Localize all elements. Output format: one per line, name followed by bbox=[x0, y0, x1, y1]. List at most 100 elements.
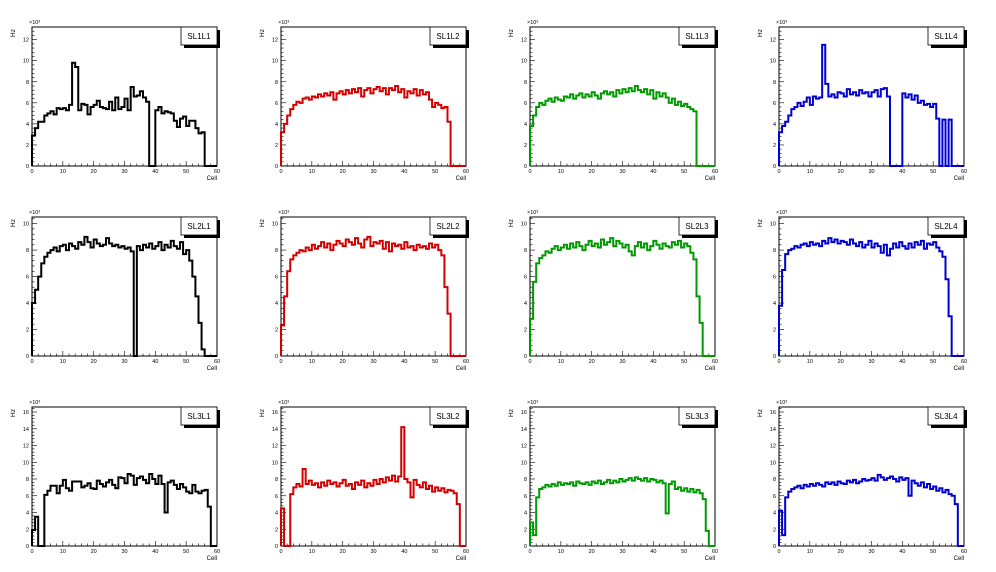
histogram-bin bbox=[613, 97, 616, 167]
histogram-title: SL2L1 bbox=[187, 222, 211, 231]
histogram-bin bbox=[595, 243, 598, 356]
histogram-bin bbox=[791, 109, 794, 166]
x-tick-label: 60 bbox=[214, 169, 220, 175]
histogram-bin bbox=[121, 478, 124, 546]
histogram-bin bbox=[949, 316, 952, 356]
y-tick-label: 2 bbox=[773, 527, 776, 533]
x-tick-label: 10 bbox=[60, 549, 66, 555]
histogram-bin bbox=[641, 481, 644, 546]
x-axis-label: Cell bbox=[954, 556, 964, 562]
histogram-bin bbox=[131, 251, 134, 356]
histogram-bin bbox=[875, 243, 878, 356]
histogram-bin bbox=[847, 245, 850, 356]
y-axis-label: Hz bbox=[757, 219, 764, 227]
plot-frame bbox=[529, 26, 716, 167]
y-tick-label: 0 bbox=[26, 354, 29, 360]
histogram-pad-sl3l2: 0 10 20 30 40 50 60 0 2 4 6 8 10 12 14 16×10³ Hz Cell SL3L… bbox=[259, 400, 469, 562]
histogram-bin bbox=[579, 483, 582, 546]
histogram-bin bbox=[202, 491, 205, 546]
x-tick-label: 10 bbox=[60, 359, 66, 365]
histogram-pad-sl1l4: 0 10 20 30 40 50 60 0 2 4 6 8 10 12 ×10³ Hz Cell SL1L4 bbox=[757, 20, 967, 182]
histogram-bin bbox=[878, 475, 881, 546]
histogram-bin bbox=[88, 483, 91, 546]
histogram-bin bbox=[561, 247, 564, 356]
y-tick-label: 4 bbox=[26, 122, 29, 128]
y-tick-label: 8 bbox=[26, 80, 29, 86]
histogram-bin bbox=[199, 493, 202, 546]
y-tick-label: 4 bbox=[524, 511, 527, 517]
x-tick-label: 10 bbox=[807, 359, 813, 365]
x-tick-label: 10 bbox=[558, 549, 564, 555]
histogram-bin bbox=[592, 482, 595, 546]
y-tick-label: 8 bbox=[524, 80, 527, 86]
histogram-bin bbox=[44, 115, 47, 166]
histogram-bin bbox=[536, 497, 539, 546]
y-tick-label: 2 bbox=[275, 328, 278, 334]
x-tick-label: 40 bbox=[650, 359, 656, 365]
histogram-bin bbox=[899, 477, 902, 546]
histogram-bin bbox=[340, 243, 343, 356]
y-tick-label: 16 bbox=[521, 410, 527, 416]
histogram-bin bbox=[192, 121, 195, 166]
histogram-bin bbox=[435, 245, 438, 356]
histogram-bin bbox=[847, 89, 850, 166]
x-tick-label: 10 bbox=[60, 169, 66, 175]
histogram-bin bbox=[810, 105, 813, 166]
y-tick-label: 4 bbox=[275, 122, 278, 128]
histogram-bin bbox=[340, 91, 343, 166]
histogram-bin bbox=[669, 247, 672, 356]
histogram-bin bbox=[595, 483, 598, 546]
histogram-bin bbox=[782, 535, 785, 546]
histogram-bin bbox=[411, 497, 414, 546]
histogram-bin bbox=[349, 93, 352, 166]
histogram-bin bbox=[152, 249, 155, 356]
histogram-bin bbox=[438, 250, 441, 356]
histogram-bin bbox=[290, 259, 293, 356]
histogram-bin bbox=[592, 92, 595, 166]
histogram-bin bbox=[552, 102, 555, 166]
histogram-bin bbox=[63, 245, 66, 356]
histogram-bin bbox=[905, 98, 908, 166]
histogram-bin bbox=[878, 246, 881, 356]
histogram-bin bbox=[582, 484, 585, 546]
y-multiplier-label: ×10³ bbox=[776, 400, 787, 406]
histogram-bin bbox=[398, 245, 401, 356]
histogram-bin bbox=[192, 485, 195, 546]
histogram-bin bbox=[782, 270, 785, 356]
histogram-line-sl3l2 bbox=[280, 426, 466, 547]
histogram-bin bbox=[84, 237, 87, 356]
x-tick-label: 0 bbox=[30, 359, 33, 365]
y-tick-label: 16 bbox=[272, 410, 278, 416]
histogram-bin bbox=[94, 240, 97, 356]
x-tick-label: 50 bbox=[432, 169, 438, 175]
histogram-bin bbox=[868, 480, 871, 546]
histogram-bin bbox=[284, 124, 287, 166]
histogram-bin bbox=[66, 488, 69, 546]
histogram-bin bbox=[930, 107, 933, 166]
x-tick-label: 0 bbox=[528, 169, 531, 175]
histogram-bin bbox=[361, 97, 364, 167]
histogram-bin bbox=[94, 489, 97, 546]
histogram-line-sl1l4 bbox=[778, 43, 964, 167]
histogram-bin bbox=[632, 481, 635, 546]
histogram-bin bbox=[303, 251, 306, 356]
histogram-bin bbox=[946, 490, 949, 546]
histogram-bin bbox=[158, 476, 161, 546]
histogram-bin bbox=[140, 477, 143, 547]
histogram-bin bbox=[374, 480, 377, 546]
histogram-bin bbox=[666, 98, 669, 166]
histogram-bin bbox=[152, 479, 155, 546]
histogram-bin bbox=[819, 485, 822, 546]
y-tick-label: 0 bbox=[275, 544, 278, 550]
histogram-bin bbox=[801, 488, 804, 546]
histogram-bin bbox=[862, 93, 865, 166]
x-tick-label: 40 bbox=[899, 359, 905, 365]
histogram-bin bbox=[337, 93, 340, 166]
histogram-bin bbox=[579, 93, 582, 166]
histogram-bin bbox=[909, 243, 912, 356]
y-multiplier-label: ×10³ bbox=[29, 400, 40, 406]
histogram-bin bbox=[841, 93, 844, 166]
x-tick-label: 30 bbox=[868, 549, 874, 555]
histogram-bin bbox=[420, 247, 423, 356]
histogram-bin bbox=[798, 103, 801, 166]
